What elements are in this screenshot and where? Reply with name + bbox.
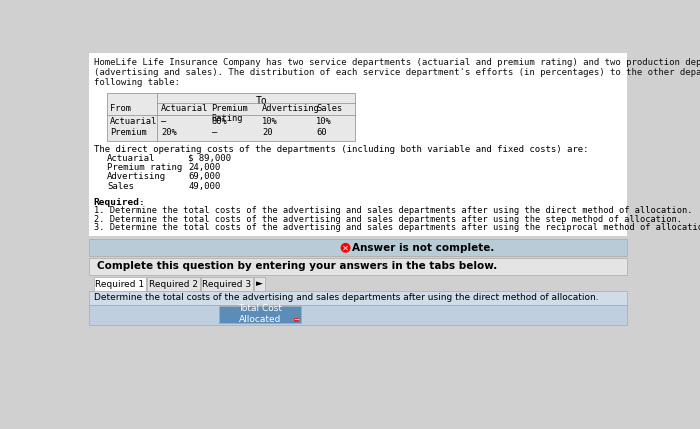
Text: Premium: Premium: [110, 128, 147, 137]
Text: Premium rating: Premium rating: [107, 163, 182, 172]
Bar: [94, 277, 146, 291]
Bar: [201, 277, 253, 291]
Text: Actuarial: Actuarial: [110, 117, 158, 126]
Bar: [147, 277, 200, 291]
Text: 20%: 20%: [161, 128, 177, 137]
Text: From: From: [110, 104, 131, 113]
Text: To: To: [256, 96, 267, 106]
Text: ✕: ✕: [342, 243, 349, 252]
Text: 10%: 10%: [316, 117, 332, 126]
Bar: [89, 305, 627, 325]
Text: Required 3: Required 3: [202, 280, 251, 289]
Text: –: –: [211, 128, 217, 137]
Text: −: −: [293, 317, 300, 323]
Bar: [219, 305, 300, 323]
Circle shape: [342, 244, 350, 252]
Bar: [89, 258, 627, 275]
Text: 2. Determine the total costs of the advertising and sales departments after usin: 2. Determine the total costs of the adve…: [94, 215, 682, 224]
Text: 20: 20: [262, 128, 272, 137]
Bar: [254, 277, 265, 291]
Text: Advertising: Advertising: [262, 104, 320, 113]
Text: HomeLife Life Insurance Company has two service departments (actuarial and premi: HomeLife Life Insurance Company has two …: [94, 57, 700, 88]
Text: Actuarial: Actuarial: [107, 154, 155, 163]
Text: ►: ►: [256, 280, 263, 289]
Text: The direct operating costs of the departments (including both variable and fixed: The direct operating costs of the depart…: [94, 145, 588, 154]
Text: Required 1: Required 1: [95, 280, 145, 289]
Text: Advertising: Advertising: [107, 172, 166, 181]
Text: 1. Determine the total costs of the advertising and sales departments after usin: 1. Determine the total costs of the adve…: [94, 206, 692, 215]
Text: 10%: 10%: [262, 117, 278, 126]
Text: –: –: [161, 117, 167, 126]
Text: Sales: Sales: [107, 181, 134, 190]
Bar: [107, 93, 355, 141]
Text: 3. Determine the total costs of the advertising and sales departments after usin: 3. Determine the total costs of the adve…: [94, 223, 700, 232]
Text: 49,000: 49,000: [188, 181, 220, 190]
Bar: [89, 239, 627, 256]
Text: Required:: Required:: [94, 198, 146, 207]
Text: Total Cost
Allocated: Total Cost Allocated: [238, 304, 282, 324]
Bar: [294, 318, 299, 322]
Text: Required 2: Required 2: [149, 280, 198, 289]
Bar: [89, 291, 627, 305]
Text: Complete this question by entering your answers in the tabs below.: Complete this question by entering your …: [97, 261, 497, 271]
Text: Sales: Sales: [316, 104, 342, 113]
Text: 80%: 80%: [211, 117, 228, 126]
Bar: [89, 53, 627, 236]
Text: 60: 60: [316, 128, 327, 137]
Text: 24,000: 24,000: [188, 163, 220, 172]
Text: Determine the total costs of the advertising and sales departments after using t: Determine the total costs of the adverti…: [94, 293, 598, 302]
Text: Actuarial: Actuarial: [161, 104, 209, 113]
Text: Answer is not complete.: Answer is not complete.: [352, 243, 494, 253]
Text: $ 89,000: $ 89,000: [188, 154, 231, 163]
Text: 69,000: 69,000: [188, 172, 220, 181]
Text: Premium
Rating: Premium Rating: [211, 104, 248, 123]
